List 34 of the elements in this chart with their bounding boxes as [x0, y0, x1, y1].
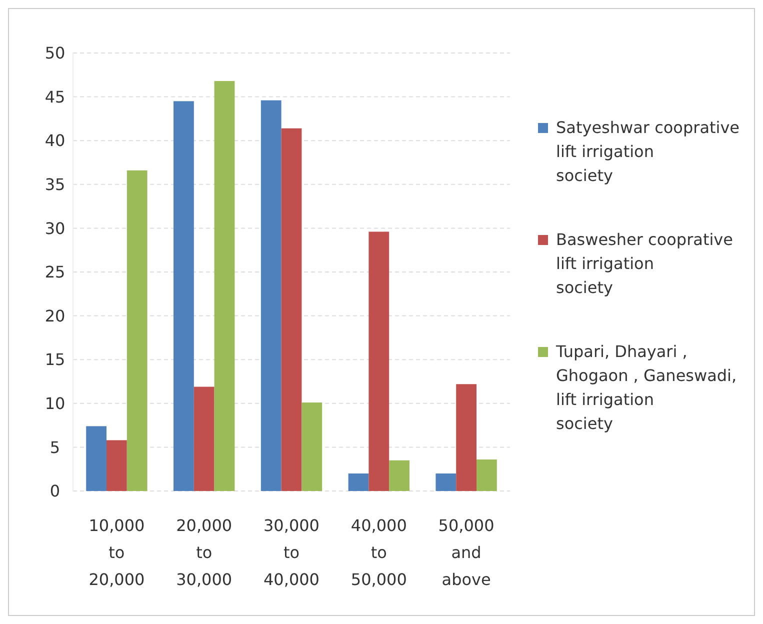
- bar: [389, 460, 410, 491]
- y-tick-label: 30: [44, 218, 66, 238]
- bar: [368, 232, 390, 491]
- bar: [302, 402, 322, 491]
- x-tick-label: 10,000 to 20,000: [88, 516, 145, 589]
- legend-label: Baswesher cooprative lift irrigation society: [556, 230, 733, 297]
- bar: [260, 100, 282, 491]
- legend-label: Satyeshwar cooprative lift irrigation society: [556, 118, 740, 185]
- bar: [456, 384, 476, 491]
- x-tick-label: 20,000 to 30,000: [176, 516, 232, 589]
- y-tick-label: 10: [44, 394, 66, 413]
- y-tick-label: 25: [44, 262, 66, 282]
- y-tick-label: 35: [44, 175, 66, 194]
- y-tick-label: 0: [50, 482, 60, 501]
- x-tick-label: 30,000 to 40,000: [264, 516, 320, 589]
- y-tick-label: 40: [44, 131, 66, 150]
- bar: [86, 426, 107, 491]
- bar: [214, 81, 235, 491]
- y-tick-label: 15: [44, 350, 66, 370]
- bar: [194, 386, 214, 491]
- bar: [436, 473, 456, 491]
- y-tick-label: 5: [50, 438, 60, 457]
- bar: [348, 473, 369, 491]
- bar: [174, 101, 194, 491]
- y-tick-label: 50: [44, 44, 66, 63]
- bar: [281, 128, 302, 491]
- bar: [126, 170, 148, 491]
- x-tick-label: 40,000 to 50,000: [350, 516, 407, 589]
- x-tick-label: 50,000 and above: [438, 516, 494, 589]
- y-tick-label: 20: [44, 306, 66, 326]
- y-tick-label: 45: [44, 87, 66, 106]
- bar: [476, 459, 497, 491]
- bar: [106, 440, 127, 491]
- legend-label: Tupari, Dhayari , Ghogaon , Ganeswadi, lift irrigation society: [555, 342, 737, 433]
